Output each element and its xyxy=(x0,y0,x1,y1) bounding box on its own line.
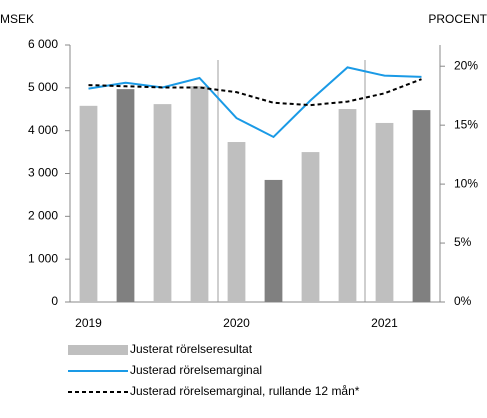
bar xyxy=(412,110,431,303)
legend-label: Justerad rörelsemarginal xyxy=(130,363,262,377)
bar xyxy=(227,142,246,302)
x-tick-label: 2021 xyxy=(371,316,398,330)
x-tick-label: 2019 xyxy=(75,316,102,330)
y-tick-label: 1 000 xyxy=(28,251,58,265)
bar xyxy=(301,152,320,302)
x-tick-label: 2020 xyxy=(223,316,250,330)
line xyxy=(88,78,422,107)
y-tick-label: 2 000 xyxy=(28,209,58,223)
y2-tick-label: 10% xyxy=(454,176,478,190)
bar xyxy=(264,179,283,302)
y2-tick-label: 0% xyxy=(454,294,472,308)
y2-tick-label: 20% xyxy=(454,58,478,72)
bar xyxy=(375,122,394,302)
y-tick-label: 5 000 xyxy=(28,80,58,94)
y2-tick-label: 15% xyxy=(454,117,478,131)
bar xyxy=(338,109,357,303)
line xyxy=(88,66,422,139)
bar xyxy=(116,89,135,302)
y-tick-label: 6 000 xyxy=(28,37,58,51)
y-axis-label: MSEK xyxy=(0,12,34,26)
bar xyxy=(153,104,172,302)
y2-axis-label: PROCENT xyxy=(428,12,487,26)
legend-label: Justerat rörelseresultat xyxy=(130,342,253,356)
bar xyxy=(190,86,209,303)
y2-tick-label: 5% xyxy=(454,235,472,249)
legend-swatch xyxy=(68,345,128,355)
y-tick-label: 0 xyxy=(51,294,58,308)
legend-label: Justerad rörelsemarginal, rullande 12 må… xyxy=(130,384,360,398)
y-tick-label: 3 000 xyxy=(28,166,58,180)
y-tick-label: 4 000 xyxy=(28,123,58,137)
bar xyxy=(79,105,98,302)
